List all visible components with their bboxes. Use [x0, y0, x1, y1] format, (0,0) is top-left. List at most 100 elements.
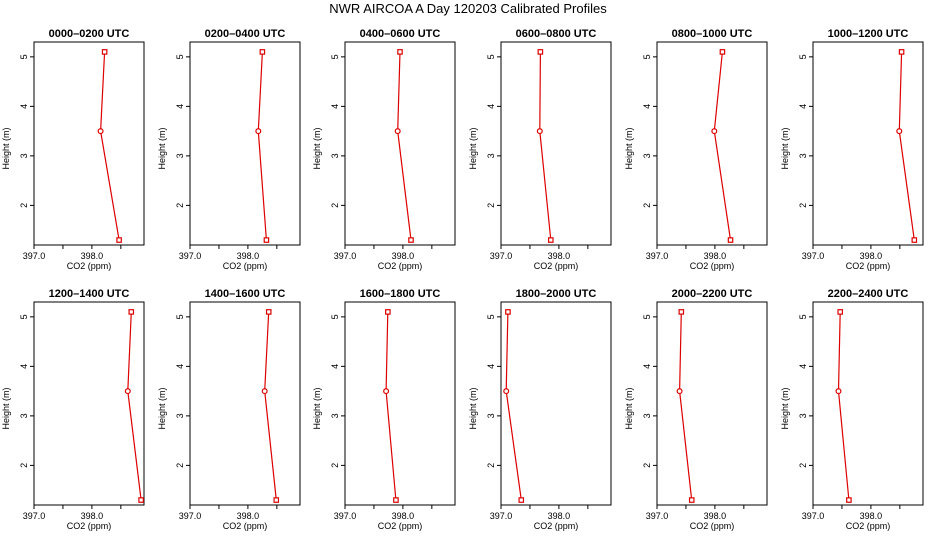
- profile-line: [678, 311, 693, 501]
- data-point: [505, 309, 511, 315]
- data-point: [273, 497, 280, 503]
- data-point: [255, 128, 262, 135]
- x-axis-label: CO2 (ppm): [846, 521, 891, 531]
- x-tick-label: 397.0: [802, 251, 825, 261]
- data-point: [898, 49, 905, 55]
- y-tick-label: 2: [486, 463, 496, 468]
- x-axis-label: CO2 (ppm): [378, 521, 423, 531]
- y-axis-label: Height (m): [312, 387, 322, 429]
- x-axis-label: CO2 (ppm): [223, 521, 268, 531]
- plot-frame: [812, 301, 924, 506]
- y-tick-label: 2: [330, 203, 340, 208]
- y-tick-label: 2: [175, 203, 185, 208]
- panel-3: 0400–0600 UTC 397.0 398.0 2 3 4 5 CO2 (ppm) Heig…: [312, 28, 456, 271]
- data-point: [393, 497, 399, 503]
- y-axis-label: Height (m): [468, 387, 478, 429]
- y-tick-label: 5: [798, 54, 808, 59]
- panel-9: 1600–1800 UTC 397.0 398.0 2 3 4 5 CO2 (ppm) Heig…: [312, 288, 456, 531]
- data-point: [383, 388, 390, 395]
- x-tick-label: 398.0: [81, 251, 104, 261]
- x-tick-label: 397.0: [646, 251, 669, 261]
- y-axis-label: Height (m): [1, 127, 11, 169]
- panel-title: 0800–1000 UTC: [672, 28, 753, 40]
- panel-5: 0800–1000 UTC 397.0 398.0 2 3 4 5 CO2 (ppm) Heig…: [624, 28, 768, 271]
- y-tick-label: 3: [486, 153, 496, 158]
- y-tick-label: 3: [19, 153, 29, 158]
- plot-frame: [500, 41, 612, 246]
- y-tick-label: 2: [642, 203, 652, 208]
- x-tick-label: 398.0: [81, 511, 104, 521]
- y-axis-label: Height (m): [157, 127, 167, 169]
- y-tick-label: 5: [642, 54, 652, 59]
- y-tick-label: 2: [798, 463, 808, 468]
- y-tick-label: 3: [798, 153, 808, 158]
- data-point: [536, 128, 543, 135]
- profile-line: [505, 311, 522, 501]
- panel-title: 0200–0400 UTC: [205, 28, 286, 40]
- y-tick-label: 4: [798, 364, 808, 369]
- data-point: [138, 497, 144, 503]
- data-point: [678, 309, 685, 315]
- x-tick-label: 398.0: [237, 251, 260, 261]
- plot-frame: [656, 41, 768, 246]
- panel-10: 1800–2000 UTC 397.0 398.0 2 3 4 5 CO2 (ppm) Heig…: [468, 288, 612, 531]
- panel-2: 0200–0400 UTC 397.0 398.0 2 3 4 5 CO2 (ppm) Heig…: [157, 28, 301, 271]
- data-point: [124, 388, 131, 395]
- data-point: [261, 388, 268, 395]
- profile-line: [898, 51, 915, 241]
- y-tick-label: 3: [798, 413, 808, 418]
- x-tick-label: 397.0: [490, 511, 513, 521]
- panel-title: 1600–1800 UTC: [360, 288, 441, 300]
- y-tick-label: 5: [486, 54, 496, 59]
- y-axis-label: Height (m): [780, 127, 790, 169]
- data-point: [719, 49, 726, 55]
- plot-frame: [33, 41, 145, 246]
- y-tick-label: 4: [486, 104, 496, 109]
- y-tick-label: 5: [486, 314, 496, 319]
- y-tick-label: 4: [330, 364, 340, 369]
- plot-frame: [812, 41, 924, 246]
- y-tick-label: 2: [19, 203, 29, 208]
- profile-line: [837, 311, 850, 501]
- data-point: [846, 497, 852, 503]
- y-tick-label: 3: [175, 153, 185, 158]
- profile-line: [127, 311, 142, 501]
- y-tick-label: 5: [330, 54, 340, 59]
- x-tick-label: 398.0: [392, 251, 415, 261]
- data-point: [394, 128, 401, 135]
- x-tick-label: 398.0: [860, 251, 883, 261]
- panel-1: 0000–0200 UTC 397.0 398.0 2 3 4 5 CO2 (ppm) Heig…: [1, 28, 145, 271]
- x-axis-label: CO2 (ppm): [67, 261, 112, 271]
- y-tick-label: 2: [798, 203, 808, 208]
- data-point: [688, 497, 695, 503]
- y-tick-label: 5: [642, 314, 652, 319]
- x-tick-label: 398.0: [704, 251, 727, 261]
- y-tick-label: 3: [642, 153, 652, 158]
- y-tick-label: 4: [642, 364, 652, 369]
- y-tick-label: 3: [642, 413, 652, 418]
- data-point: [911, 237, 918, 243]
- y-tick-label: 4: [486, 364, 496, 369]
- data-point: [547, 237, 554, 243]
- y-tick-label: 2: [330, 463, 340, 468]
- x-axis-label: CO2 (ppm): [534, 521, 579, 531]
- data-point: [116, 237, 122, 243]
- y-tick-label: 3: [330, 413, 340, 418]
- data-point: [835, 388, 842, 395]
- x-tick-label: 397.0: [646, 511, 669, 521]
- y-tick-label: 4: [798, 104, 808, 109]
- x-tick-label: 397.0: [179, 511, 202, 521]
- data-point: [97, 128, 104, 135]
- x-axis-label: CO2 (ppm): [67, 521, 112, 531]
- y-tick-label: 3: [330, 153, 340, 158]
- plot-frame: [189, 41, 301, 246]
- y-tick-label: 5: [330, 314, 340, 319]
- y-axis-label: Height (m): [468, 127, 478, 169]
- profile-line: [385, 311, 397, 501]
- profile-line: [264, 311, 277, 501]
- panel-title: 1400–1600 UTC: [205, 288, 286, 300]
- y-tick-label: 2: [642, 463, 652, 468]
- y-tick-label: 5: [19, 314, 29, 319]
- data-point: [537, 49, 544, 55]
